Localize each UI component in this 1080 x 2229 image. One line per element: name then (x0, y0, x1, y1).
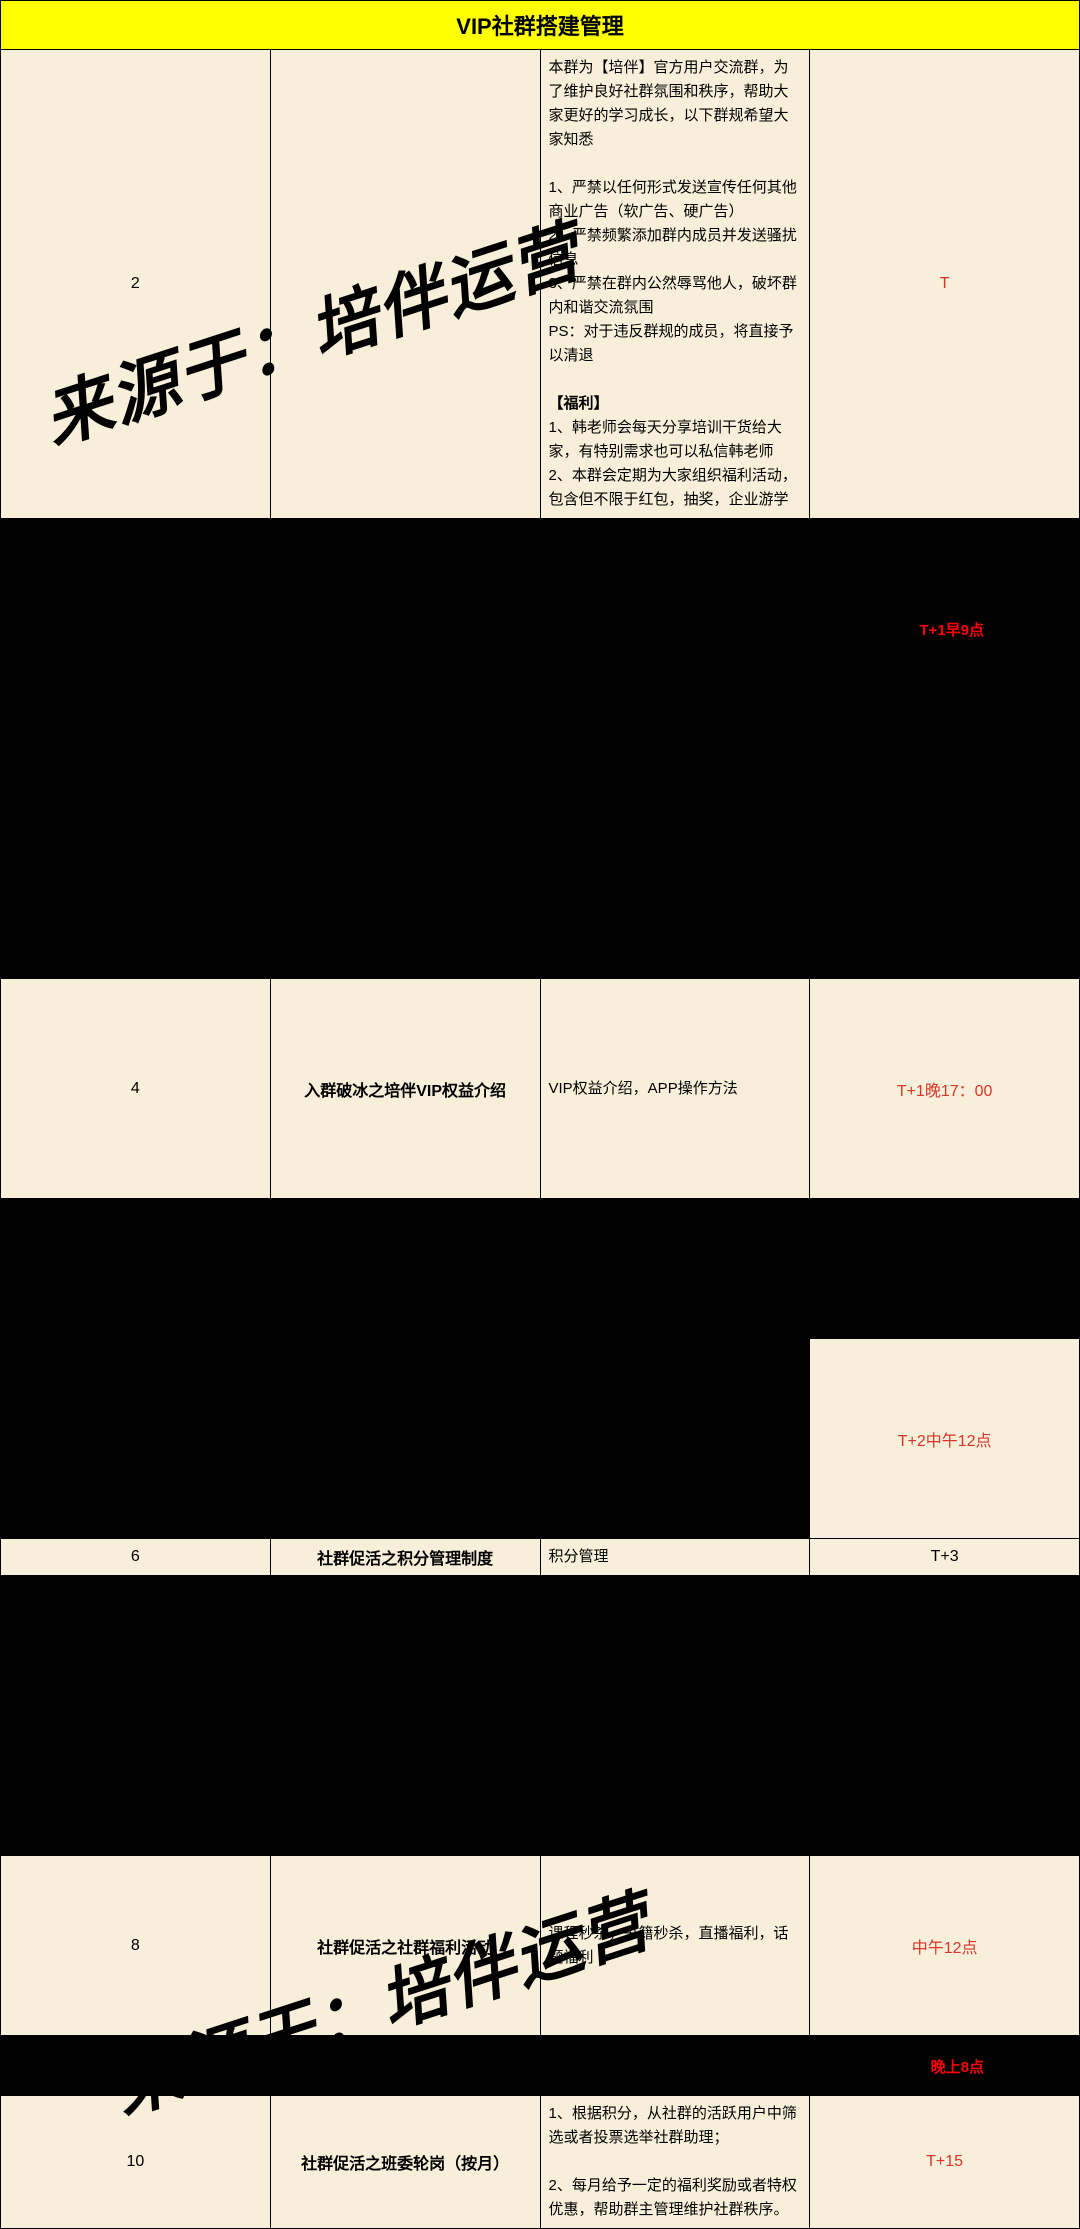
main-table: VIP社群搭建管理 2 本群为【培伴】官方用户交流群，为了维护良好社群氛围和秩序，… (0, 0, 1080, 2229)
table-row: 8社群促活之社群福利活动课程秒杀，书籍秒杀，直播福利，话题福利中午12点 (1, 1856, 1080, 2036)
row-time: T+3 (810, 1539, 1080, 1576)
row-name: 社群促活之社群福利活动 (270, 1856, 540, 2036)
table-row: 6社群促活之积分管理制度积分管理T+3 (1, 1539, 1080, 1576)
title-row: VIP社群搭建管理 (1, 1, 1080, 50)
page-title: VIP社群搭建管理 (1, 1, 1080, 50)
row-time: T+2中午12点 (810, 1339, 1080, 1539)
row-number: 8 (1, 1856, 271, 2036)
row-content: 积分管理 (540, 1539, 810, 1576)
row-time: T (810, 50, 1080, 519)
table-row (1, 1199, 1080, 1339)
row-content: 本群为【培伴】官方用户交流群，为了维护良好社群氛围和秩序，帮助大家更好的学习成长… (540, 50, 810, 519)
row-time: T+1晚17：00 (810, 979, 1080, 1199)
row-number (1, 1339, 271, 1539)
row-name: 社群促活之积分管理制度 (270, 1539, 540, 1576)
row-time: T+15 (810, 2096, 1080, 2229)
row-name (270, 50, 540, 519)
time-overlay: T+1早9点 (919, 619, 984, 640)
time-overlay: 晚上8点 (931, 2056, 984, 2077)
row-name: 社群促活之班委轮岗（按月） (270, 2096, 540, 2229)
table-row: 4入群破冰之培伴VIP权益介绍VIP权益介绍，APP操作方法T+1晚17：00 (1, 979, 1080, 1199)
row-content: 1、根据积分，从社群的活跃用户中筛选或者投票选举社群助理；2、每月给予一定的福利… (540, 2096, 810, 2229)
table-row: 晚上8点 (1, 2036, 1080, 2096)
table-row: 2 本群为【培伴】官方用户交流群，为了维护良好社群氛围和秩序，帮助大家更好的学习成… (1, 50, 1080, 519)
row-number: 2 (1, 50, 271, 519)
row-content (540, 1339, 810, 1539)
table-row: 10社群促活之班委轮岗（按月）1、根据积分，从社群的活跃用户中筛选或者投票选举社… (1, 2096, 1080, 2229)
row-number: 10 (1, 2096, 271, 2229)
row-number: 6 (1, 1539, 271, 1576)
row-time: 中午12点 (810, 1856, 1080, 2036)
table-row: T+2中午12点 (1, 1339, 1080, 1539)
row-name (270, 1339, 540, 1539)
row-content: VIP权益介绍，APP操作方法 (540, 979, 810, 1199)
row-number: 4 (1, 979, 271, 1199)
table-row (1, 1576, 1080, 1856)
table-row: T+1早9点 (1, 519, 1080, 979)
row-content: 课程秒杀，书籍秒杀，直播福利，话题福利 (540, 1856, 810, 2036)
row-name: 入群破冰之培伴VIP权益介绍 (270, 979, 540, 1199)
